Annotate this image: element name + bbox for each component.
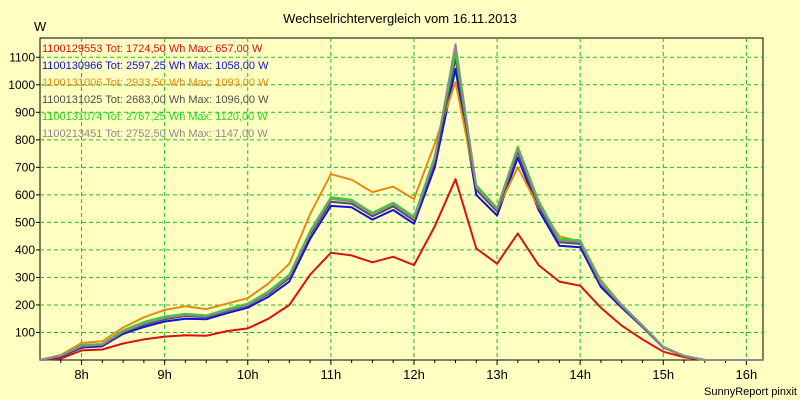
x-tick-label: 9h bbox=[157, 367, 171, 382]
x-tick-label: 15h bbox=[652, 367, 674, 382]
legend: 1100129553 Tot: 1724,50 Wh Max: 657,00 W… bbox=[42, 43, 269, 140]
x-tick-label: 14h bbox=[569, 367, 591, 382]
y-tick-label: 100 bbox=[15, 325, 35, 339]
y-axis: 100 200 300 400 500 600 700 800 900 1000 1100 bbox=[8, 50, 40, 339]
y-tick-label: 700 bbox=[15, 160, 35, 174]
legend-entry-1100130966: 1100130966 Tot: 2597,25 Wh Max: 1058,00 … bbox=[42, 60, 269, 72]
legend-entry-1100131006: 1100131006 Tot: 2933,50 Wh Max: 1093,00 … bbox=[42, 77, 269, 89]
y-axis-label: W bbox=[34, 19, 47, 34]
legend-entry-1100131074: 1100131074 Tot: 2767,25 Wh Max: 1120,00 … bbox=[42, 111, 268, 123]
series-line-1100129553 bbox=[39, 178, 763, 361]
y-tick-label: 500 bbox=[15, 215, 35, 229]
y-tick-label: 400 bbox=[15, 243, 35, 257]
y-tick-label: 1000 bbox=[8, 78, 35, 92]
y-tick-label: 900 bbox=[15, 105, 35, 119]
series-line-1100213451 bbox=[39, 43, 763, 361]
footer-text: SunnyReport pinxit bbox=[704, 386, 797, 398]
plot-area bbox=[39, 37, 764, 361]
legend-entry-1100213451: 1100213451 Tot: 2752,50 Wh Max: 1147,00 … bbox=[42, 128, 268, 140]
y-tick-label: 800 bbox=[15, 133, 35, 147]
x-axis: 8h 9h 10h 11h 12h 13h 14h 15h 16h bbox=[60, 360, 758, 382]
x-tick-label: 8h bbox=[74, 367, 88, 382]
legend-entry-1100131025: 1100131025 Tot: 2683,00 Wh Max: 1096,00 … bbox=[42, 94, 269, 106]
x-tick-label: 16h bbox=[736, 367, 758, 382]
x-tick-label: 12h bbox=[403, 367, 425, 382]
legend-entry-1100129553: 1100129553 Tot: 1724,50 Wh Max: 657,00 W bbox=[42, 43, 263, 55]
x-tick-label: 13h bbox=[486, 367, 508, 382]
y-tick-label: 300 bbox=[15, 270, 35, 284]
y-tick-label: 600 bbox=[15, 188, 35, 202]
chart-title: Wechselrichtervergleich vom 16.11.2013 bbox=[283, 11, 517, 26]
x-tick-label: 11h bbox=[320, 367, 341, 382]
series-lines bbox=[39, 43, 763, 361]
x-tick-label: 10h bbox=[237, 367, 259, 382]
y-tick-label: 200 bbox=[15, 298, 35, 312]
y-tick-label: 1100 bbox=[9, 50, 35, 64]
